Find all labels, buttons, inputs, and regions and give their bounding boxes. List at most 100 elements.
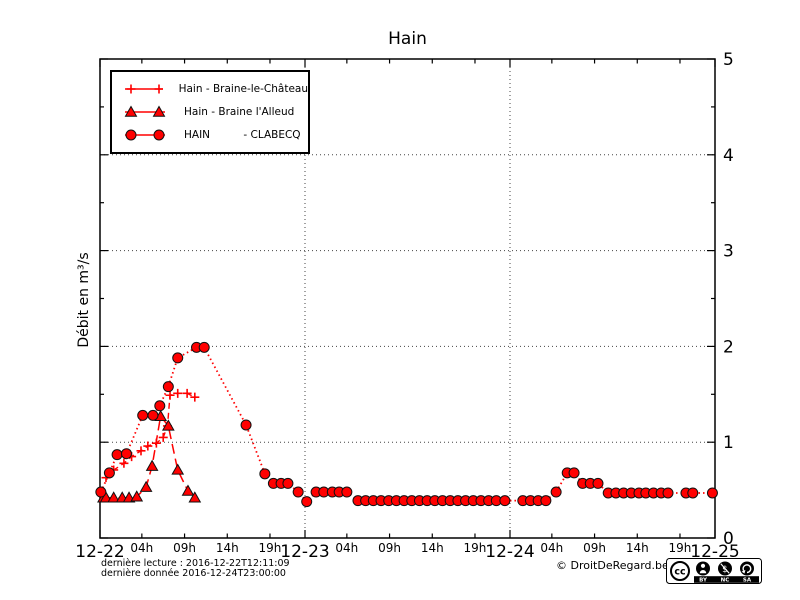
circle-marker-icon xyxy=(259,468,271,480)
sa-icon xyxy=(740,561,754,576)
circle-marker-icon xyxy=(301,496,313,508)
circle-marker-icon xyxy=(95,486,107,498)
circle-marker-icon xyxy=(282,477,294,489)
x-tick-label-day: 12-23 xyxy=(280,542,329,562)
circle-marker-icon xyxy=(125,129,137,141)
by-icon xyxy=(696,561,710,576)
legend-circle-sample-icon xyxy=(125,129,165,141)
legend-entry: Hain - Braine-le-Château xyxy=(122,79,308,99)
series-hain-clabecq xyxy=(95,341,718,508)
x-tick-label-hour: 19h xyxy=(669,541,692,555)
y-tick-label: 3 xyxy=(723,242,734,262)
legend-label: Hain - Braine l'Alleud xyxy=(184,105,295,118)
nc-label: NC xyxy=(721,578,730,584)
by-label: BY xyxy=(699,578,708,584)
circle-marker-icon xyxy=(662,487,674,499)
legend-entry: Hain - Braine l'Alleud xyxy=(122,102,308,122)
plus-marker-icon xyxy=(143,441,153,451)
triangle-marker-icon xyxy=(152,105,166,117)
x-tick-label-hour: 04h xyxy=(335,541,358,555)
x-tick-label-day: 12-24 xyxy=(485,542,534,562)
legend-triangle-sample-icon xyxy=(124,105,166,117)
plus-marker-icon xyxy=(182,388,192,398)
legend-plus-sample-icon xyxy=(125,84,163,94)
x-tick-label-day: 12-22 xyxy=(75,542,124,562)
cc-icon: cc xyxy=(670,561,690,581)
x-tick-label-hour: 19h xyxy=(464,541,487,555)
triangle-marker-icon xyxy=(188,491,202,503)
x-tick-label-hour: 14h xyxy=(421,541,444,555)
sa-label: SA xyxy=(743,578,752,584)
circle-marker-icon xyxy=(111,449,123,461)
chart-title: Hain xyxy=(388,29,427,49)
triangle-marker-icon xyxy=(181,484,195,496)
y-tick-label: 2 xyxy=(723,337,734,357)
y-tick-label: 1 xyxy=(723,433,734,453)
circle-marker-icon xyxy=(592,477,604,489)
triangle-marker-icon xyxy=(107,491,121,503)
last-data-note: dernière donnée 2016-12-24T23:00:00 xyxy=(101,568,286,579)
legend-label: HAIN - CLABECQ xyxy=(184,129,301,142)
plus-marker-icon xyxy=(158,432,168,442)
circle-marker-icon xyxy=(687,487,699,499)
cc-by-nc-sa-icon: cc $ BY NC SA xyxy=(666,558,762,584)
circle-marker-icon xyxy=(292,486,304,498)
circle-marker-icon xyxy=(550,486,562,498)
circle-marker-icon xyxy=(240,419,252,431)
triangle-marker-icon xyxy=(124,105,138,117)
triangle-marker-icon xyxy=(130,490,144,502)
circle-marker-icon xyxy=(153,129,165,141)
plus-marker-icon xyxy=(165,390,175,400)
circle-marker-icon xyxy=(341,486,353,498)
plus-marker-icon xyxy=(136,446,146,456)
plus-marker-icon xyxy=(126,84,136,94)
plus-marker-icon xyxy=(119,458,129,468)
copyright-text: © DroitDeRegard.be xyxy=(556,559,669,572)
y-tick-label: 5 xyxy=(723,50,734,70)
y-axis-label: Débit en m³/s xyxy=(76,252,92,348)
circle-marker-icon xyxy=(154,400,166,412)
x-tick-label-hour: 09h xyxy=(173,541,196,555)
cc-icon-label: cc xyxy=(674,567,685,578)
series-line xyxy=(100,346,713,503)
nc-icon: $ xyxy=(718,561,732,576)
circle-marker-icon xyxy=(103,467,115,479)
last-reading-note: dernière lecture : 2016-12-22T12:11:09 xyxy=(101,558,290,569)
y-tick-label: 4 xyxy=(723,146,734,166)
svg-text:$: $ xyxy=(722,565,728,575)
plus-marker-icon xyxy=(173,388,183,398)
circle-marker-icon xyxy=(162,381,174,393)
circle-marker-icon xyxy=(540,495,552,507)
x-tick-label-hour: 19h xyxy=(259,541,282,555)
triangle-marker-icon xyxy=(139,480,153,492)
circle-marker-icon xyxy=(120,448,132,460)
x-tick-label-day: 12-25 xyxy=(690,542,739,562)
x-tick-label-hour: 14h xyxy=(216,541,239,555)
circle-marker-icon xyxy=(499,495,511,507)
x-tick-label-hour: 04h xyxy=(130,541,153,555)
series-hain-braine-l-alleud xyxy=(97,409,202,503)
legend-label: Hain - Braine-le-Château xyxy=(178,82,308,95)
circle-marker-icon xyxy=(568,467,580,479)
plus-marker-icon xyxy=(154,84,163,94)
triangle-marker-icon xyxy=(99,491,113,503)
plus-marker-icon xyxy=(190,392,200,402)
x-tick-label-hour: 09h xyxy=(583,541,606,555)
circle-marker-icon xyxy=(172,352,184,364)
circle-marker-icon xyxy=(198,341,210,353)
x-tick-label-hour: 04h xyxy=(540,541,563,555)
x-tick-label-hour: 09h xyxy=(378,541,401,555)
triangle-marker-icon xyxy=(171,463,185,475)
circle-marker-icon xyxy=(706,487,718,499)
triangle-marker-icon xyxy=(145,459,159,471)
circle-marker-icon xyxy=(137,409,149,421)
y-tick-label: 0 xyxy=(723,529,734,549)
legend-entry: HAIN - CLABECQ xyxy=(122,125,308,145)
x-tick-label-hour: 14h xyxy=(626,541,649,555)
legend: Hain - Braine-le-Château Hain - Braine l'… xyxy=(110,70,310,154)
triangle-marker-icon xyxy=(161,419,175,431)
circle-marker-icon xyxy=(147,409,159,421)
cc-license-badge[interactable]: cc $ BY NC SA xyxy=(666,558,762,584)
